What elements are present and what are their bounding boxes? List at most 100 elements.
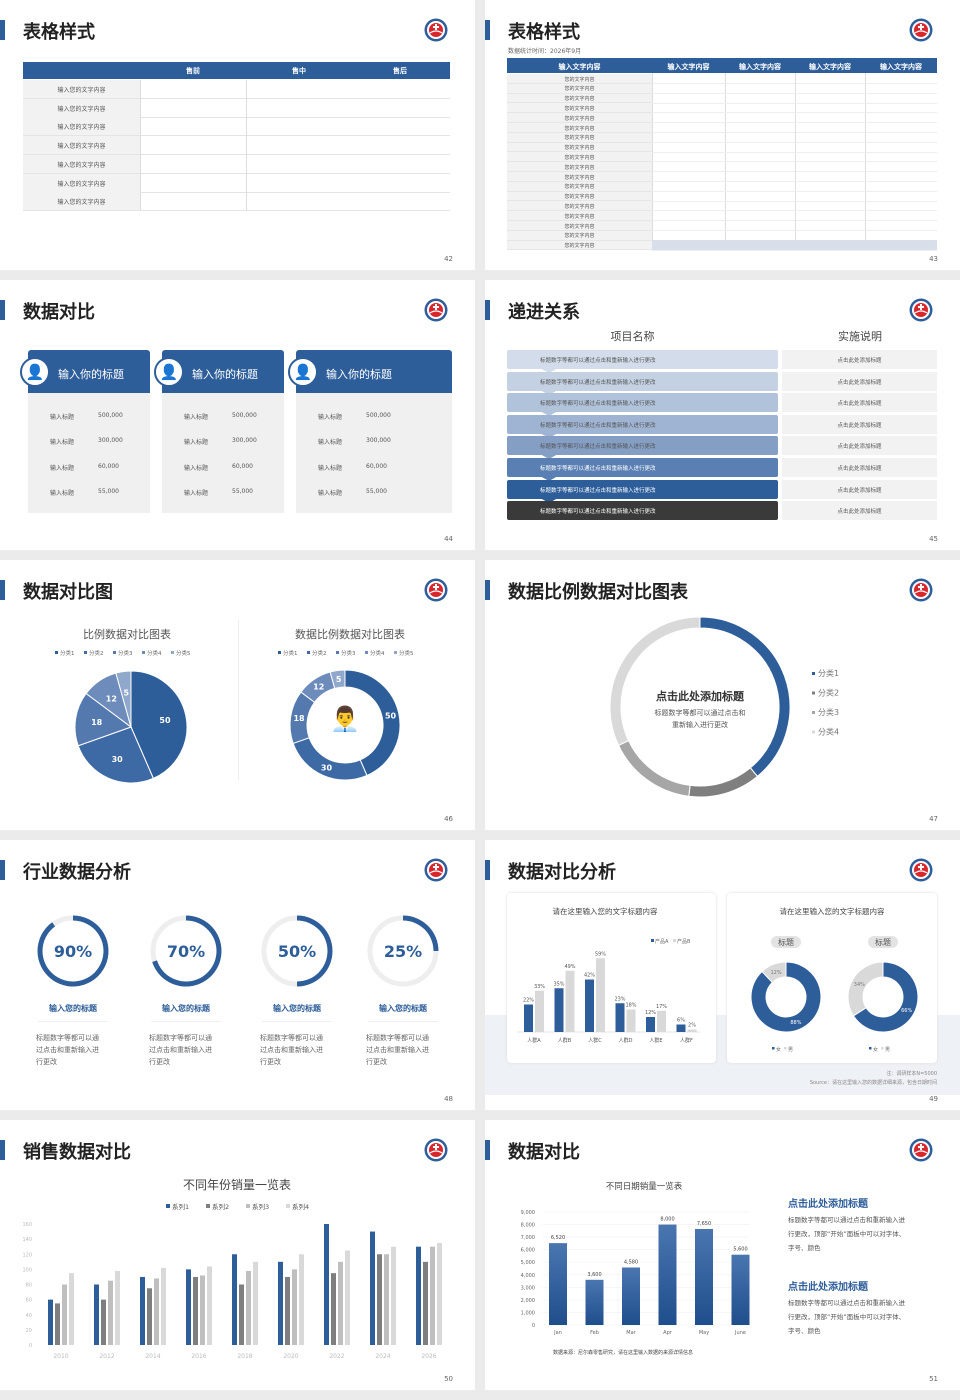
slice-data-label: 30: [321, 764, 333, 773]
logo-cross: [433, 864, 439, 870]
slice-data-label: 50: [159, 716, 171, 725]
row-label: 您的文字内容: [564, 203, 595, 210]
slide-title: 表格样式: [23, 22, 95, 43]
bar-data-label: 6,520: [551, 1235, 565, 1241]
note-text: 点击此处添加标题: [837, 444, 882, 451]
chart-title: 比例数据对比图表: [83, 627, 171, 641]
bar-data-label: 6%: [677, 1018, 685, 1024]
step-text: 标题数字等都可以通过点击和重新输入进行更改: [540, 422, 656, 429]
x-tick-label: Apr: [663, 1330, 673, 1336]
card-title: 输入你的标题: [192, 368, 258, 381]
progression-step[interactable]: [507, 458, 778, 477]
legend-label: 分类4: [370, 649, 385, 657]
block-title: 点击此处添加标题: [788, 1282, 868, 1293]
slide-45: 递进关系 45 项目名称 实施说明 标题数字等都可以通过点击和重新输入进行更改 点击此处添…: [485, 280, 960, 550]
progression-step[interactable]: [507, 371, 778, 391]
column-divider: [725, 73, 726, 240]
note-text: 点击此处添加标题: [837, 358, 882, 364]
legend-label: 分类1: [283, 649, 298, 657]
y-tick-label: 0: [532, 1323, 535, 1329]
row-divider: [23, 210, 450, 212]
step-chevron: [540, 497, 558, 503]
item-text: 标题数字等都可以通: [260, 1034, 323, 1042]
slide-46: 数据对比图 46 比例数据对比图表 分类1 分类2 分类3 分类4 分类5 50 30 18 12 5 数…: [0, 560, 475, 830]
page-number: 51: [929, 1375, 938, 1383]
category-label: 人群A: [527, 1037, 541, 1044]
row-divider: [23, 98, 450, 99]
source-note: 数据来源：尼尔森零售研究，请在这里输入数据的来源详情信息: [553, 1350, 694, 1356]
y-tick-label: 120: [22, 1252, 32, 1258]
progression-step[interactable]: [507, 350, 778, 369]
row-label-cell: [507, 152, 652, 163]
slide-50: 销售数据对比 50 不同年份销量一览表 系列1 系列2 系列3 系列4 0 20 40 60 80 10…: [0, 1120, 475, 1390]
progression-step[interactable]: [507, 393, 778, 413]
slide-title: 数据对比: [508, 1142, 580, 1163]
page-number: 44: [444, 535, 453, 543]
y-tick-label: 40: [26, 1313, 32, 1319]
bar: [154, 1278, 159, 1345]
logo-emblem-icon: [909, 298, 933, 322]
y-tick-label: 2,000: [521, 1298, 535, 1304]
logo-cross: [918, 24, 924, 30]
card-title: 输入你的标题: [326, 368, 392, 381]
stat-label: 输入标题: [50, 414, 75, 421]
row-label-cell: [23, 80, 140, 98]
donut-chart: 分类1 分类2 分类3 分类4: [609, 616, 839, 798]
legend-swatch: [812, 691, 815, 695]
legend-swatch: [307, 651, 310, 654]
row-label-cell: [507, 172, 652, 182]
slice-data-label: 12: [313, 683, 324, 692]
item-text: 行更改: [149, 1058, 170, 1066]
category-label: 人群D: [619, 1037, 633, 1044]
row-label: 您的文字内容: [564, 145, 595, 152]
table-header: [23, 62, 450, 79]
note-cell: [782, 501, 937, 521]
x-tick-label: 2012: [99, 1353, 114, 1360]
pie-slice-3: [617, 740, 691, 797]
bar: [384, 1254, 389, 1345]
slide-title: 表格样式: [508, 22, 580, 43]
row-label: 输入您的文字内容: [57, 87, 106, 94]
stat-card: 👤 输入你的标题 输入标题 500,000 输入标题 300,000 输入标题 60,000 输…: [20, 350, 150, 513]
item-title: 输入您的标题: [162, 1004, 210, 1013]
legend-swatch: [206, 1204, 210, 1208]
bar: [161, 1267, 166, 1345]
column-divider: [865, 73, 866, 240]
row-label-cell: [23, 154, 140, 173]
row-label: 输入您的文字内容: [57, 180, 106, 188]
chart-title: 不同年份销量一览表: [183, 1177, 291, 1192]
ring-value: 90%: [54, 942, 92, 961]
column-header-project: 项目名称: [610, 330, 655, 343]
ring-value: 25%: [384, 942, 422, 961]
column-header: 售后: [393, 67, 407, 75]
stat-label: 输入标题: [318, 489, 343, 497]
stat-label: 输入标题: [184, 489, 209, 497]
row-label: 您的文字内容: [564, 213, 595, 220]
note-text: 点击此处添加标题: [837, 509, 882, 516]
column-header: 售中: [292, 67, 306, 75]
title-accent-bar: [485, 1140, 490, 1160]
user-add-icon: 👤: [154, 357, 184, 387]
bar: [423, 1261, 428, 1345]
progression-step[interactable]: [507, 414, 778, 434]
bar: [370, 1231, 375, 1345]
center-text: 标题数字等都可以通过点击和: [654, 709, 746, 717]
logo-emblem-icon: [424, 298, 448, 322]
y-tick-label: 4,000: [521, 1273, 535, 1279]
y-tick-label: 9,000: [521, 1210, 535, 1216]
bar: [687, 1029, 697, 1032]
row-divider: [652, 132, 937, 133]
title-accent-bar: [485, 580, 490, 600]
row-divider: [652, 249, 937, 251]
progression-step[interactable]: [507, 479, 778, 499]
progression-step[interactable]: [507, 436, 778, 456]
row-label: 您的文字内容: [564, 184, 595, 191]
legend-swatch: [869, 1047, 872, 1050]
progression-step[interactable]: [507, 501, 778, 521]
row-divider: [652, 112, 937, 114]
row-label: 输入您的文字内容: [57, 199, 106, 207]
block-text: 行更改，顶部“开始”面板中可以对字体、: [788, 1230, 906, 1238]
bar: [94, 1284, 99, 1345]
y-tick-label: 140: [22, 1237, 32, 1243]
